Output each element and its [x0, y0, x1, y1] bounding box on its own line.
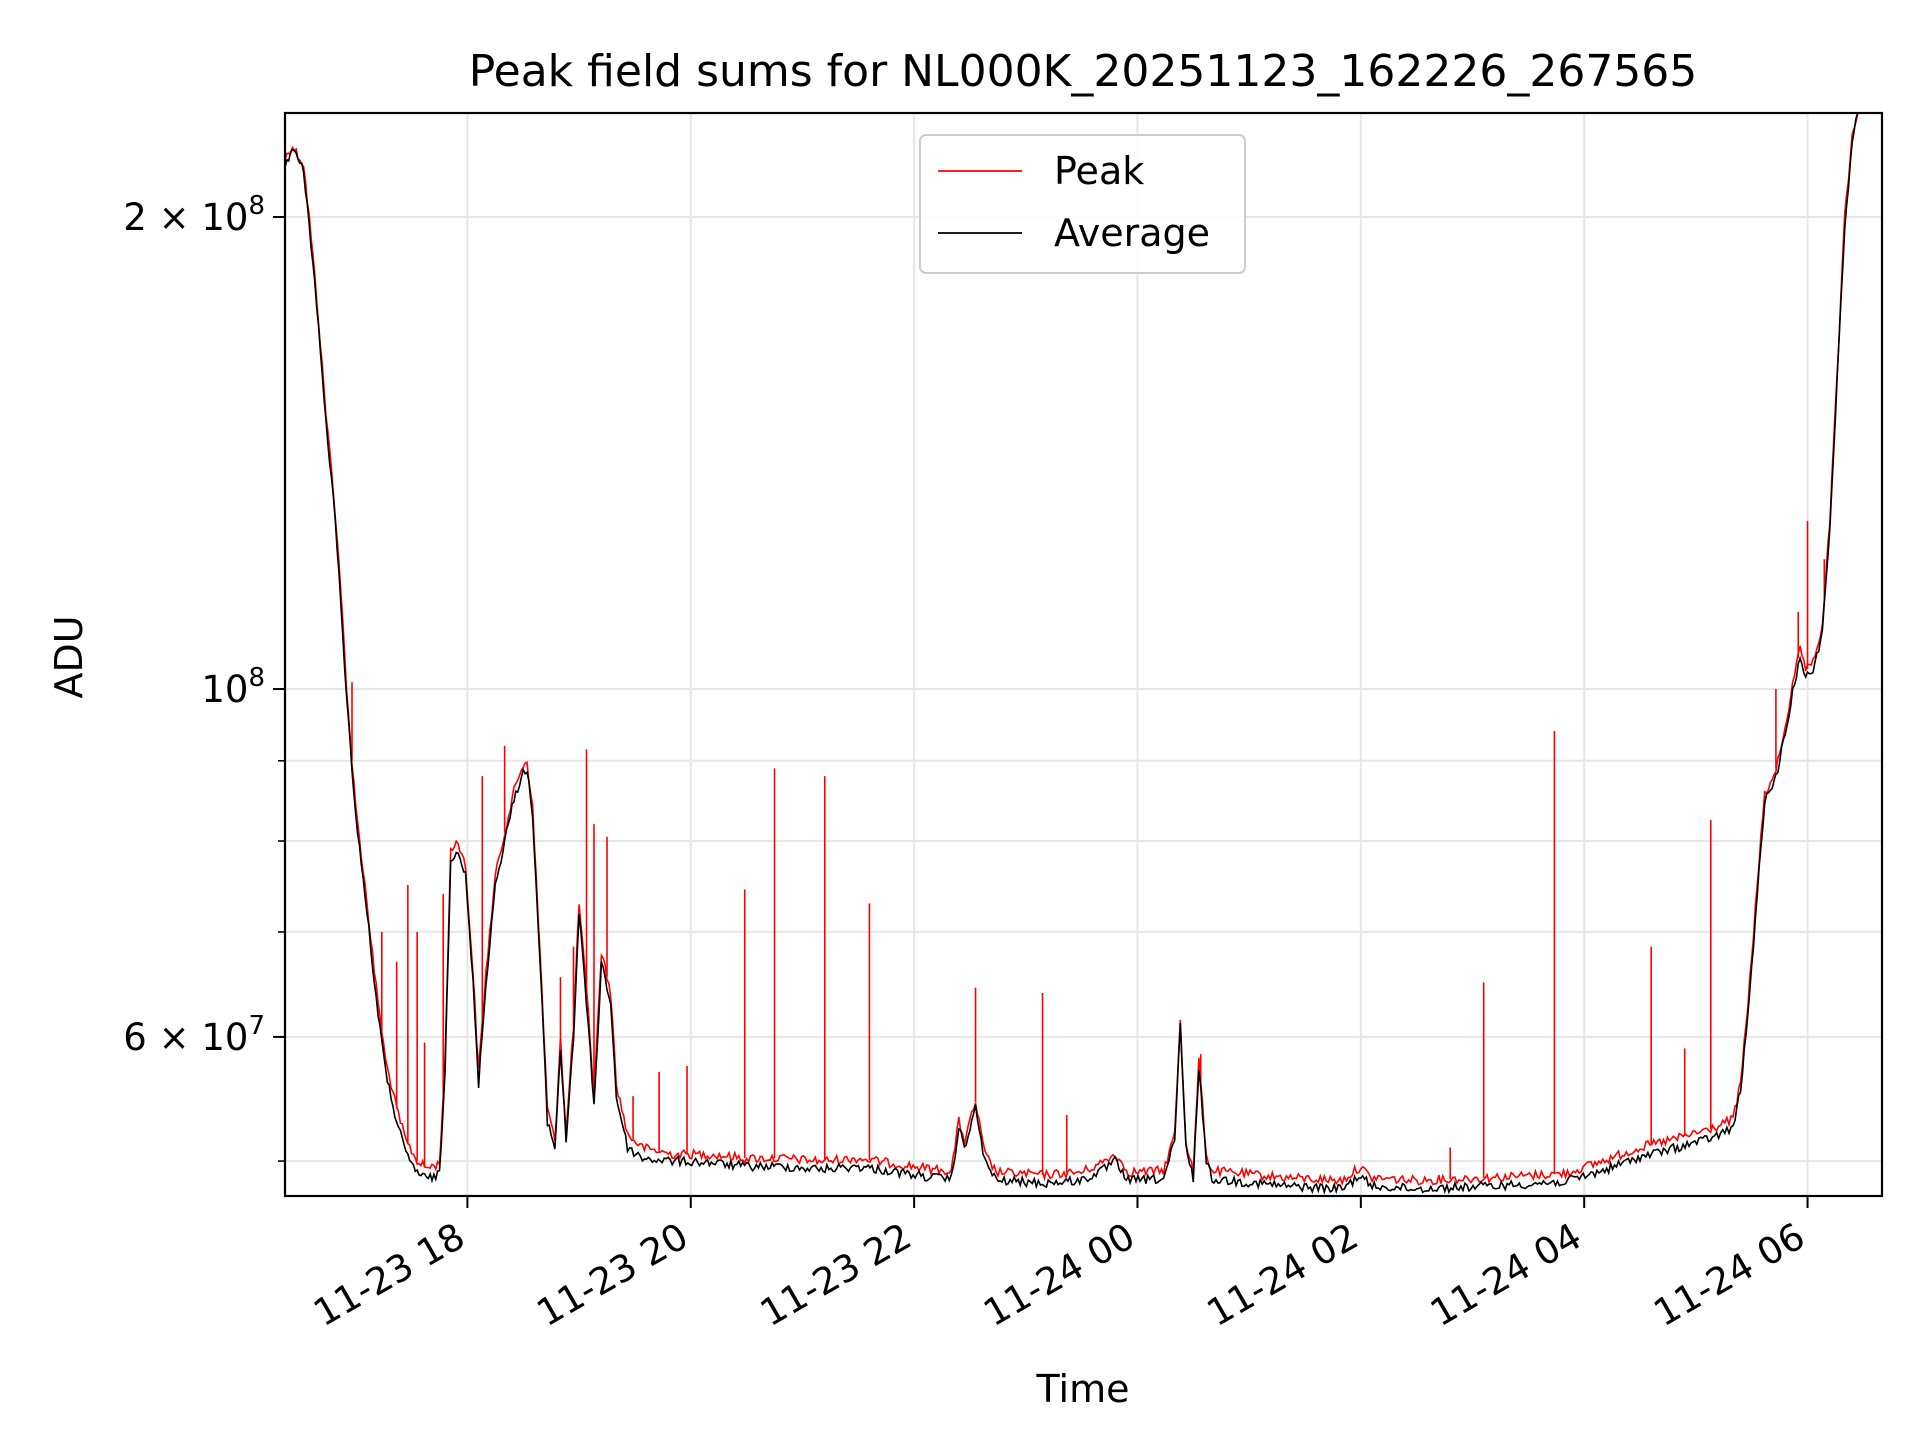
y-axis-label: ADU [47, 615, 91, 698]
average-line [284, 112, 1859, 1195]
series-peak [284, 112, 1859, 1187]
legend-box [919, 134, 1246, 274]
y-axis-ticks: 6 × 107 108 2 × 108 [123, 191, 285, 1162]
x-axis-label: Time [1036, 1367, 1130, 1411]
y-tick-label: 108 [201, 663, 265, 711]
plot-series [284, 112, 1859, 1195]
series-average [284, 112, 1859, 1195]
y-tick-label: 2 × 108 [123, 191, 265, 239]
legend-peak-label: Peak [1054, 149, 1144, 193]
y-tick-label: 6 × 107 [123, 1011, 265, 1059]
legend: Peak Average [919, 134, 1246, 274]
plot-frame [283, 111, 1884, 1198]
legend-average-label: Average [1054, 211, 1210, 255]
chart-title: Peak field sums for NL000K_20251123_1622… [469, 46, 1698, 97]
